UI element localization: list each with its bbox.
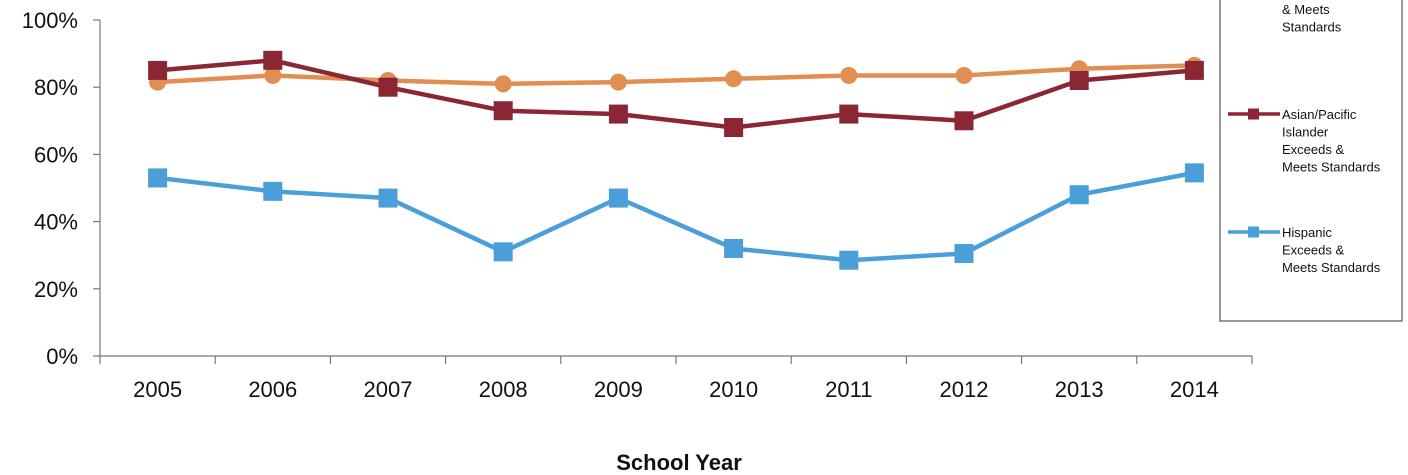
y-tick-label: 60% — [34, 142, 78, 167]
legend-entry: Hispanic Exceeds & Meets Standards — [1228, 225, 1381, 275]
data-point — [493, 242, 513, 262]
x-tick-label: 2012 — [940, 377, 989, 402]
y-tick-label: 20% — [34, 277, 78, 302]
y-tick-label: 40% — [34, 210, 78, 235]
legend-label: Hispanic — [1282, 225, 1332, 240]
data-point — [725, 70, 743, 88]
data-point — [954, 111, 974, 131]
data-point — [1069, 70, 1089, 90]
x-tick-label: 2011 — [825, 377, 872, 402]
x-tick-label: 2014 — [1170, 377, 1219, 402]
legend-label: Asian/Pacific — [1282, 107, 1357, 122]
data-point — [263, 181, 283, 201]
data-point — [378, 188, 398, 208]
legend-label: Meets Standards — [1282, 160, 1381, 175]
data-point — [1069, 185, 1089, 205]
legend-label: Exceeds & — [1282, 243, 1344, 258]
series-line — [157, 170, 1195, 263]
data-point — [608, 188, 628, 208]
x-tick-label: 2006 — [248, 377, 297, 402]
data-point — [494, 75, 512, 93]
data-point — [609, 73, 627, 91]
data-point — [493, 101, 513, 121]
data-point — [608, 104, 628, 124]
legend-box — [1219, 0, 1403, 322]
series-line — [157, 58, 1195, 130]
x-axis-title: School Year — [616, 450, 742, 475]
x-tick-group: 2005 2006 2007 2008 2009 2010 2011 2012 2013 2014 — [99, 356, 1253, 402]
y-tick-label: 80% — [34, 75, 78, 100]
series-3 — [148, 163, 1204, 270]
legend-label: Exceeds & — [1282, 142, 1344, 157]
legend-label: & Meets — [1282, 2, 1330, 17]
data-point — [954, 244, 974, 264]
x-tick-label: 2008 — [479, 377, 528, 402]
data-point — [839, 250, 859, 270]
y-tick-group: 0% 20% 40% 60% 80% 100% — [22, 8, 100, 369]
data-point — [840, 66, 858, 84]
data-point — [378, 77, 398, 97]
x-tick-label: 2005 — [133, 377, 182, 402]
data-point — [1184, 163, 1204, 183]
y-tick-label: 0% — [46, 344, 78, 369]
x-tick-label: 2013 — [1055, 377, 1104, 402]
legend-entry: & Meets Standards — [1282, 2, 1342, 35]
legend-swatch-marker — [1248, 226, 1259, 238]
x-tick-label: 2007 — [364, 377, 413, 402]
series-line — [157, 63, 1195, 87]
data-point — [263, 50, 283, 70]
y-tick-label: 100% — [22, 8, 78, 33]
data-point — [148, 168, 168, 188]
data-point — [955, 66, 973, 84]
legend: & Meets Standards Asian/Pacific Islander Exc… — [1219, 0, 1403, 322]
legend-label: Standards — [1282, 20, 1342, 35]
data-point — [264, 66, 282, 84]
legend-entry: Asian/Pacific Islander Exceeds & Meets Stan… — [1228, 107, 1381, 175]
data-point — [1184, 60, 1204, 80]
series-2 — [148, 50, 1204, 138]
series-1 — [149, 56, 1203, 93]
data-point — [724, 238, 744, 258]
legend-label: Islander — [1282, 125, 1329, 140]
data-point — [724, 118, 744, 138]
legend-swatch-marker — [1248, 108, 1259, 120]
series-group — [148, 50, 1204, 270]
data-point — [148, 60, 168, 80]
legend-label: Meets Standards — [1282, 260, 1381, 275]
x-tick-label: 2010 — [709, 377, 758, 402]
data-point — [839, 104, 859, 124]
x-tick-label: 2009 — [594, 377, 643, 402]
